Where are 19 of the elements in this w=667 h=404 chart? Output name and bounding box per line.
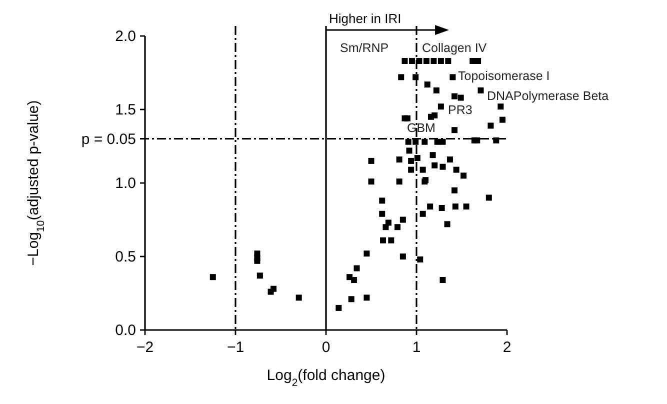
x-tick-label: 2	[502, 339, 512, 356]
y-tick-label: 0.5	[115, 248, 136, 266]
text: Higher in IRI	[329, 11, 402, 26]
annotation: Topoisomerase I	[458, 69, 550, 83]
y-tick-label: 2.0	[115, 28, 136, 45]
annotation: GBM	[407, 121, 436, 135]
x-tick-label: 1	[412, 339, 421, 356]
annotation: Collagen IV	[422, 41, 488, 55]
annotation: DNAPolymerase Beta	[487, 89, 609, 103]
y-tick-label: 1.5	[115, 102, 136, 118]
annotation: PR3	[448, 103, 472, 117]
y-tick-label: 0.0	[115, 322, 136, 339]
annotation: Sm/RNP	[340, 41, 389, 55]
x-tick-label: −1	[226, 339, 244, 356]
x-tick-label: −2	[136, 339, 154, 356]
x-axis-title: Log$_{2}$(fold change)	[266, 367, 386, 389]
y-tick-label: 1.0	[115, 175, 136, 192]
x-tick-label: 0	[322, 339, 330, 356]
text: p = 0.05	[81, 130, 136, 148]
